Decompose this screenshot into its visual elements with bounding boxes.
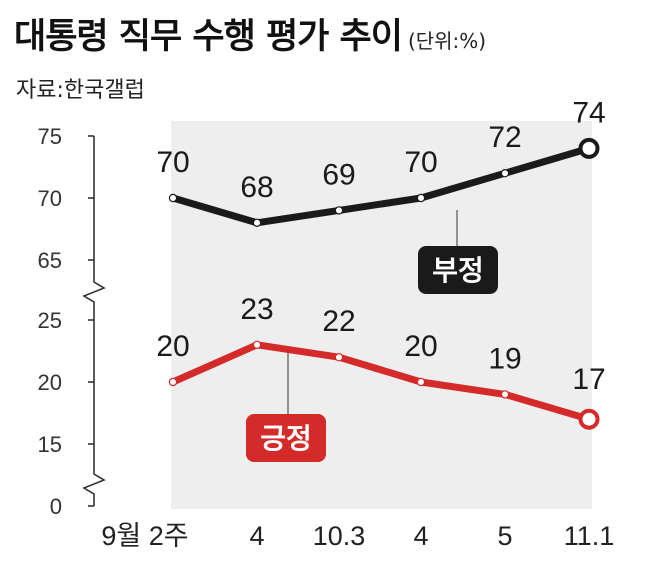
data-label: 20: [156, 330, 189, 363]
data-label: 68: [240, 171, 273, 204]
data-label: 69: [322, 158, 355, 191]
data-point: [168, 193, 178, 203]
x-tick-label: 4: [249, 521, 264, 551]
y-tick-label: 15: [38, 432, 62, 457]
x-tick-label: 11.1: [564, 521, 615, 551]
y-axis: 75 70 65 25 20 15 0: [38, 124, 106, 519]
data-point: [500, 390, 510, 399]
data-label: 72: [488, 121, 521, 154]
series-line-positive: [169, 341, 593, 423]
series-line-negative: [169, 144, 593, 227]
chart-title: 대통령 직무 수행 평가 추이 (단위:%): [14, 8, 486, 59]
title-text: 대통령 직무 수행 평가 추이: [14, 17, 403, 57]
y-tick-label: 20: [38, 370, 62, 395]
badge-positive-label: 긍정: [260, 422, 312, 455]
badge-positive: [246, 414, 326, 462]
y-tick-label: 25: [38, 308, 62, 333]
data-label: 17: [572, 363, 605, 396]
data-label: 19: [488, 342, 521, 375]
data-point: [334, 206, 344, 215]
source-label: 자료:한국갤럽: [16, 78, 145, 103]
x-tick-label: 4: [413, 521, 428, 551]
data-point: [500, 168, 510, 178]
data-label: 23: [240, 293, 273, 326]
data-point: [168, 377, 178, 387]
x-tick-label: 5: [497, 521, 512, 551]
badge-negative-label: 부정: [432, 254, 484, 287]
y-tick-label: 70: [38, 186, 62, 211]
data-label: 22: [322, 305, 355, 338]
data-point: [416, 377, 426, 387]
data-point: [578, 137, 600, 159]
data-point: [252, 340, 262, 349]
y-axis-line: [82, 136, 106, 506]
data-label: 70: [156, 146, 189, 179]
label-connectors: [287, 210, 458, 414]
data-label: 70: [404, 146, 437, 179]
series-lines: [169, 144, 593, 423]
x-axis-labels: 9월 2주 4 10.3 4 5 11.1: [101, 521, 614, 551]
data-point: [416, 193, 426, 203]
data-point: [578, 408, 600, 430]
x-tick-label: 9월 2주: [101, 521, 188, 551]
data-point: [252, 218, 262, 227]
y-tick-label: 75: [38, 124, 62, 149]
plot-area: [171, 121, 592, 509]
y-tick-label: 65: [38, 248, 62, 273]
data-label: 20: [404, 330, 437, 363]
unit-label: (단위:%): [407, 29, 487, 53]
data-labels: 70 68 69 70 72 74 20 23 22 20 19 17: [156, 96, 605, 396]
series-points: [168, 137, 600, 430]
data-point: [334, 353, 344, 362]
y-tick-label: 0: [50, 494, 62, 519]
badge-negative: [418, 246, 498, 294]
x-tick-label: 10.3: [313, 521, 366, 551]
data-label: 74: [572, 96, 605, 129]
